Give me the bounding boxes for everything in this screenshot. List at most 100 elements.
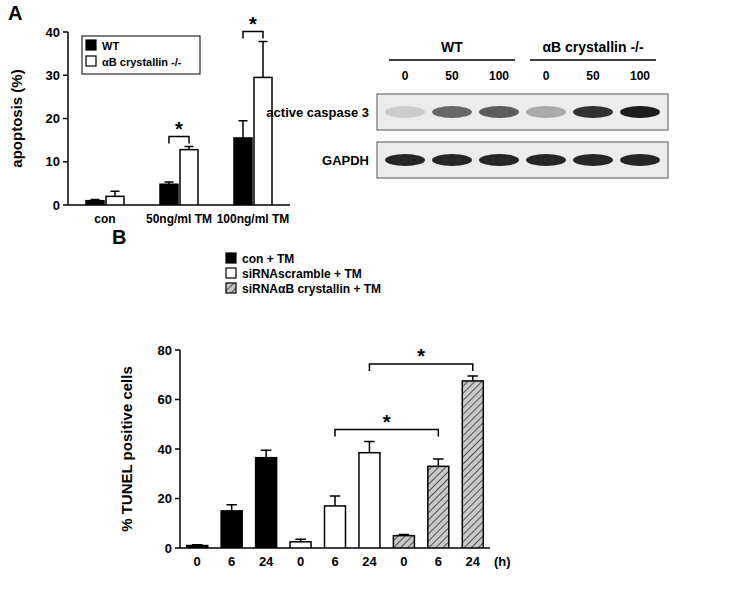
bar	[393, 536, 414, 548]
blot-band	[432, 154, 472, 166]
bar	[234, 138, 252, 205]
x-tick-label: 24	[259, 554, 274, 569]
error-bar	[259, 42, 268, 78]
error-bar	[433, 459, 444, 466]
bar-chart: 020406080% TUNEL positive cells062406240…	[118, 252, 511, 570]
legend-swatch	[226, 283, 236, 293]
x-axis-label: (h)	[494, 554, 511, 569]
bars	[187, 376, 484, 548]
y-tick-label: 60	[158, 392, 172, 407]
legend-swatch	[86, 56, 96, 66]
blot-band	[620, 154, 660, 166]
x-tick-label: 0	[194, 554, 201, 569]
error-bar	[295, 539, 306, 541]
blot-lane-label: 100	[630, 69, 650, 83]
blot-band	[526, 154, 566, 166]
significance-star: *	[417, 345, 425, 367]
blot-band	[479, 106, 519, 118]
error-bar	[239, 121, 248, 138]
bar	[290, 542, 311, 548]
y-tick-label: 40	[46, 25, 60, 40]
error-bar	[468, 376, 479, 381]
blot-row-label: GAPDH	[322, 153, 369, 168]
error-bar	[399, 534, 410, 535]
x-tick-label: 50ng/ml TM	[146, 212, 212, 226]
bar	[325, 506, 346, 548]
significance-star: *	[383, 411, 391, 433]
y-tick	[175, 448, 180, 450]
blot-band	[385, 106, 425, 118]
y-tick	[175, 498, 180, 500]
blot-lane-label: 0	[543, 69, 550, 83]
y-tick-label: 40	[158, 442, 172, 457]
legend-label: αB crystallin -/-	[102, 56, 182, 68]
error-bar	[185, 147, 194, 150]
y-tick-label: 20	[46, 111, 60, 126]
western-blot: WT050100αB crystallin -/-050100active ca…	[266, 39, 668, 178]
x-tick-label: 6	[331, 554, 338, 569]
legend: con + TMsiRNAscramble + TMsiRNAαB crysta…	[226, 252, 381, 296]
bar	[254, 77, 272, 205]
panel-label: A	[8, 2, 22, 24]
error-bar	[261, 450, 272, 457]
bar	[106, 196, 124, 205]
blot-strip	[377, 94, 668, 130]
y-tick	[63, 118, 68, 120]
blot-lane-label: 50	[586, 69, 600, 83]
blot-group-line	[389, 59, 515, 61]
significance-star: *	[175, 118, 183, 140]
significance-star: *	[249, 13, 257, 35]
x-tick-label: 6	[228, 554, 235, 569]
blot-band	[479, 154, 519, 166]
bar	[256, 458, 277, 548]
legend-swatch	[226, 268, 236, 278]
y-axis-label: % TUNEL positive cells	[118, 366, 135, 532]
y-tick-label: 0	[165, 541, 172, 556]
error-bar	[192, 544, 203, 546]
legend: WT αB crystallin -/-	[82, 36, 200, 74]
x-tick-label: con	[94, 212, 115, 226]
blot-row-label: active caspase 3	[266, 105, 369, 120]
x-tick-label: 24	[466, 554, 481, 569]
y-tick-label: 10	[46, 154, 60, 169]
blot-lane-label: 100	[489, 69, 509, 83]
figure: A B 0 10 20 30 40 apoptosis (%) con 50ng/ml TM 100…	[0, 0, 750, 590]
error-bar	[91, 199, 100, 200]
bar	[221, 511, 242, 548]
error-bar	[226, 505, 237, 511]
blot-band	[385, 154, 425, 166]
legend-label: siRNAαB crystallin + TM	[242, 282, 381, 296]
legend-swatch	[86, 40, 96, 50]
y-tick	[175, 399, 180, 401]
error-bar	[330, 496, 341, 506]
blot-band	[620, 106, 660, 118]
blot-band	[573, 154, 613, 166]
x-tick-label: 0	[297, 554, 304, 569]
legend-label: con + TM	[242, 252, 294, 266]
y-tick-label: 20	[158, 491, 172, 506]
x-tick-label: 6	[435, 554, 442, 569]
bar	[428, 466, 449, 548]
y-tick	[63, 75, 68, 77]
blot-group-label: WT	[441, 39, 463, 55]
legend-swatch	[226, 253, 236, 263]
x-tick-label: 24	[362, 554, 377, 569]
error-bar	[165, 182, 174, 184]
legend-label: WT	[102, 40, 119, 52]
y-tick-label: 0	[53, 198, 60, 213]
x-tick-label: 0	[400, 554, 407, 569]
y-tick-label: 30	[46, 68, 60, 83]
error-bar	[364, 442, 375, 453]
x-tick-label: 100ng/ml TM	[217, 212, 290, 226]
blot-band	[526, 106, 566, 118]
bar	[462, 381, 483, 548]
bar-chart: 0 10 20 30 40 apoptosis (%) con 50ng/ml TM 100ng…	[8, 13, 290, 226]
bars	[86, 42, 272, 205]
blot-lane-label: 50	[445, 69, 459, 83]
y-tick	[63, 161, 68, 163]
panel-label: B	[112, 226, 126, 248]
y-axis-label: apoptosis (%)	[8, 69, 25, 167]
bar	[86, 201, 104, 205]
y-tick	[63, 204, 68, 206]
y-tick	[63, 31, 68, 33]
